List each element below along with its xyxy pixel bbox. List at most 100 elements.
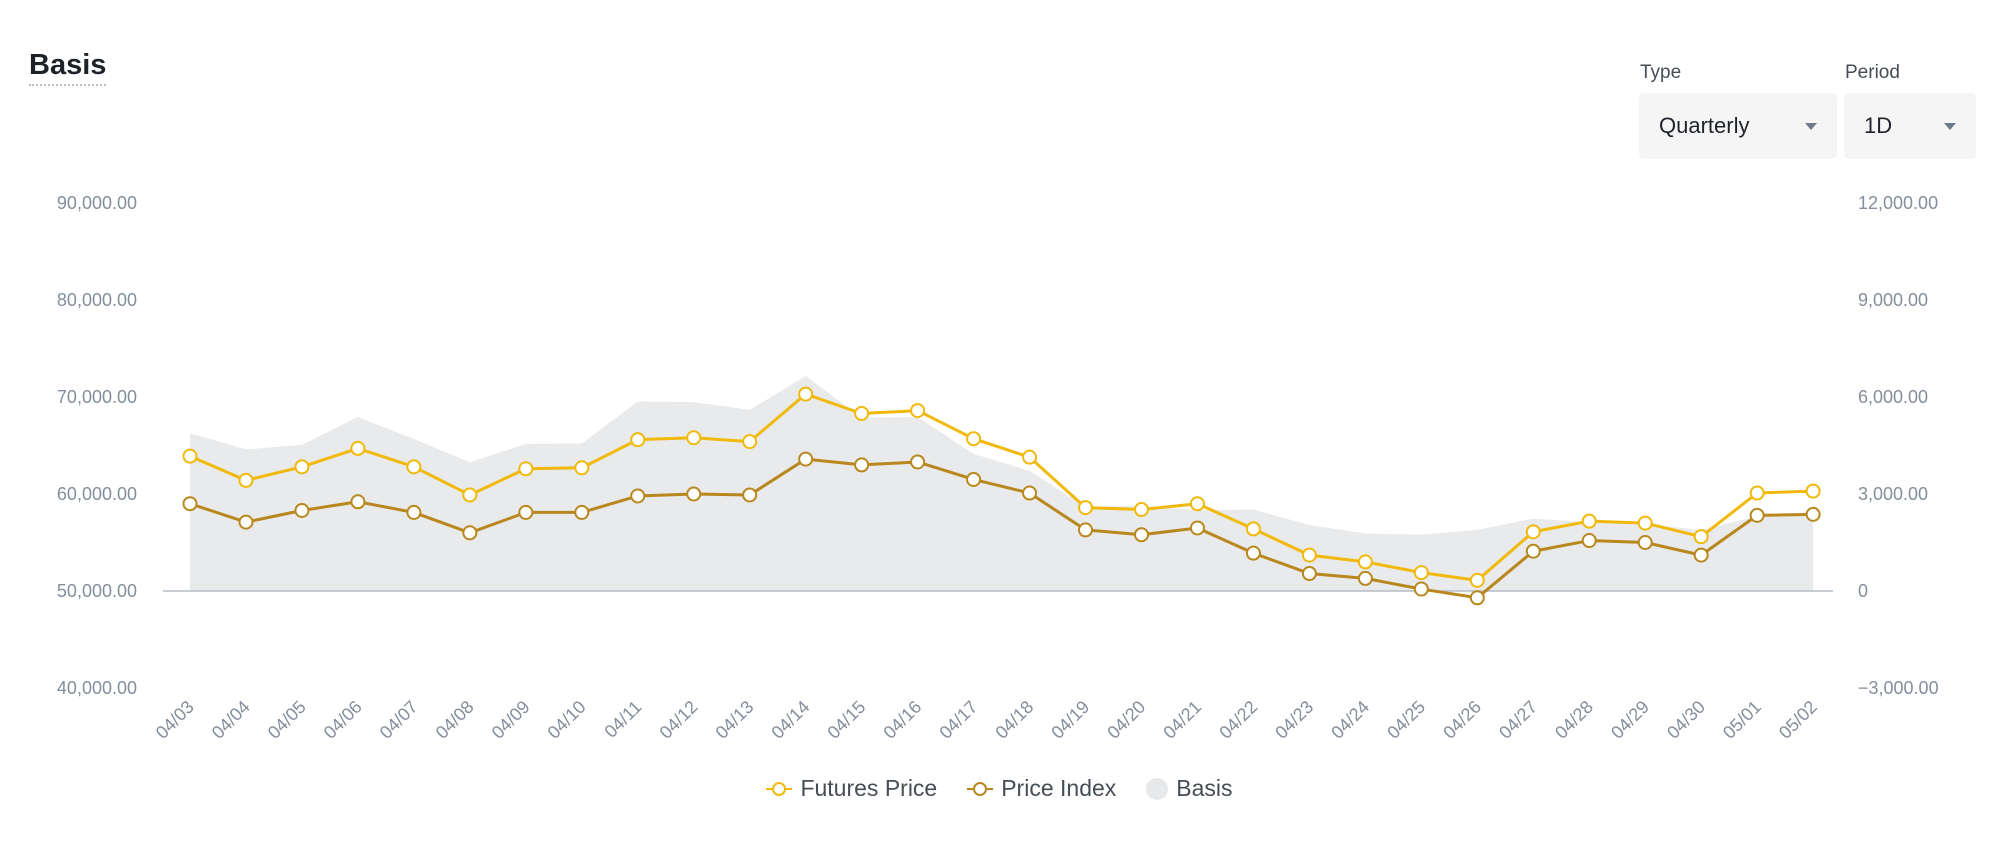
chevron-down-icon <box>1944 122 1956 130</box>
x-tick-label: 04/22 <box>1215 697 1261 743</box>
futures-price-point <box>1357 554 1373 570</box>
x-tick-label: 04/17 <box>935 697 981 743</box>
x-tick-label: 04/24 <box>1327 697 1373 743</box>
period-select[interactable]: 1D <box>1844 93 1976 159</box>
y-left-tick-label: 90,000.00 <box>57 193 137 213</box>
price-index-point <box>1805 506 1821 522</box>
legend-item-basis[interactable]: Basis <box>1146 775 1233 802</box>
price-index-point <box>518 504 534 520</box>
y-right-tick-label: 12,000.00 <box>1858 193 1938 213</box>
price-index-point <box>742 487 758 503</box>
chart-legend: Futures Price Price Index Basis <box>0 775 1999 802</box>
x-tick-label: 04/23 <box>1271 697 1317 743</box>
price-index-point <box>1133 527 1149 543</box>
legend-item-futures-price[interactable]: Futures Price <box>766 775 937 802</box>
price-index-point <box>1189 520 1205 536</box>
futures-price-point <box>966 431 982 447</box>
y-right-tick-label: −3,000.00 <box>1858 678 1939 698</box>
futures-price-point <box>1413 565 1429 581</box>
price-index-point <box>1413 581 1429 597</box>
price-index-point <box>1078 522 1094 538</box>
x-tick-label: 04/14 <box>768 697 814 743</box>
legend-label: Futures Price <box>800 775 938 801</box>
futures-price-point <box>1693 529 1709 545</box>
price-index-point <box>1525 543 1541 559</box>
x-tick-label: 04/16 <box>879 697 925 743</box>
futures-price-point <box>350 440 366 456</box>
x-tick-label: 04/21 <box>1159 697 1205 743</box>
futures-price-point <box>1133 502 1149 518</box>
price-index-point <box>686 486 702 502</box>
type-select[interactable]: Quarterly <box>1639 93 1837 159</box>
x-tick-label: 04/08 <box>432 697 478 743</box>
legend-item-price-index[interactable]: Price Index <box>967 775 1116 802</box>
futures-price-point <box>518 461 534 477</box>
futures-price-point <box>574 460 590 476</box>
futures-price-point <box>1245 521 1261 537</box>
futures-price-point <box>462 487 478 503</box>
type-select-value: Quarterly <box>1659 113 1750 138</box>
x-tick-label: 05/01 <box>1719 697 1765 743</box>
chart-title: Basis <box>29 49 107 86</box>
futures-price-point <box>854 405 870 421</box>
futures-price-point <box>798 386 814 402</box>
price-index-point <box>910 454 926 470</box>
price-index-point <box>630 488 646 504</box>
y-right-tick-label: 0 <box>1858 581 1868 601</box>
futures-price-point <box>406 459 422 475</box>
price-index-point <box>462 525 478 541</box>
price-index-point <box>574 504 590 520</box>
futures-price-point <box>1637 515 1653 531</box>
futures-price-point <box>182 448 198 464</box>
futures-price-point <box>1525 524 1541 540</box>
futures-price-point <box>910 403 926 419</box>
futures-price-point <box>630 432 646 448</box>
y-right-tick-label: 3,000.00 <box>1858 484 1928 504</box>
price-index-point <box>1245 545 1261 561</box>
x-tick-label: 04/04 <box>208 697 254 743</box>
chevron-down-icon <box>1805 122 1817 130</box>
legend-label: Basis <box>1176 775 1233 801</box>
x-tick-label: 04/03 <box>152 697 198 743</box>
price-index-point <box>350 494 366 510</box>
y-left-tick-label: 70,000.00 <box>57 387 137 407</box>
x-tick-label: 04/13 <box>712 697 758 743</box>
x-tick-label: 04/06 <box>320 697 366 743</box>
x-tick-label: 04/27 <box>1495 697 1541 743</box>
y-left-tick-label: 40,000.00 <box>57 678 137 698</box>
y-right-tick-label: 6,000.00 <box>1858 387 1928 407</box>
y-left-tick-label: 50,000.00 <box>57 581 137 601</box>
price-index-point <box>1357 570 1373 586</box>
futures-price-point <box>1301 547 1317 563</box>
price-index-point <box>1693 547 1709 563</box>
futures-price-point <box>1581 513 1597 529</box>
period-label: Period <box>1845 62 1900 83</box>
x-tick-label: 04/30 <box>1663 697 1709 743</box>
y-left-tick-label: 80,000.00 <box>57 290 137 310</box>
x-tick-label: 04/05 <box>264 697 310 743</box>
y-left-tick-label: 60,000.00 <box>57 484 137 504</box>
period-select-value: 1D <box>1864 113 1893 138</box>
price-index-point <box>854 457 870 473</box>
x-tick-label: 04/07 <box>376 697 422 743</box>
x-tick-label: 04/12 <box>656 697 702 743</box>
price-index-point <box>1301 566 1317 582</box>
price-index-point <box>966 471 982 487</box>
futures-price-point <box>686 430 702 446</box>
price-index-point <box>1637 535 1653 550</box>
x-tick-label: 04/26 <box>1439 697 1485 743</box>
futures-price-point <box>1189 496 1205 512</box>
price-index-point <box>238 514 254 530</box>
futures-price-line <box>189 392 1814 582</box>
x-tick-label: 04/20 <box>1103 697 1149 743</box>
price-index-line <box>189 457 1814 600</box>
price-index-point <box>798 451 814 467</box>
basis-area <box>190 375 1814 591</box>
price-index-point <box>294 502 310 518</box>
price-index-point <box>1469 590 1485 606</box>
futures-price-point <box>294 459 310 475</box>
price-index-point <box>406 504 422 520</box>
legend-line-marker-icon <box>967 781 994 797</box>
futures-price-point <box>1078 500 1094 516</box>
x-tick-label: 05/02 <box>1775 697 1821 743</box>
